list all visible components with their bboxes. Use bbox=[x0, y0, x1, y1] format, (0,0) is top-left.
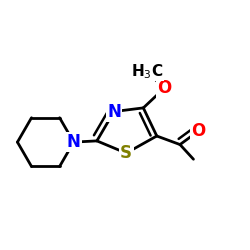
Text: S: S bbox=[120, 144, 132, 162]
Text: H$_3$C: H$_3$C bbox=[131, 62, 163, 80]
Text: N: N bbox=[107, 102, 121, 120]
Text: N: N bbox=[67, 133, 80, 151]
Text: O: O bbox=[157, 79, 171, 97]
Text: O: O bbox=[191, 122, 206, 140]
